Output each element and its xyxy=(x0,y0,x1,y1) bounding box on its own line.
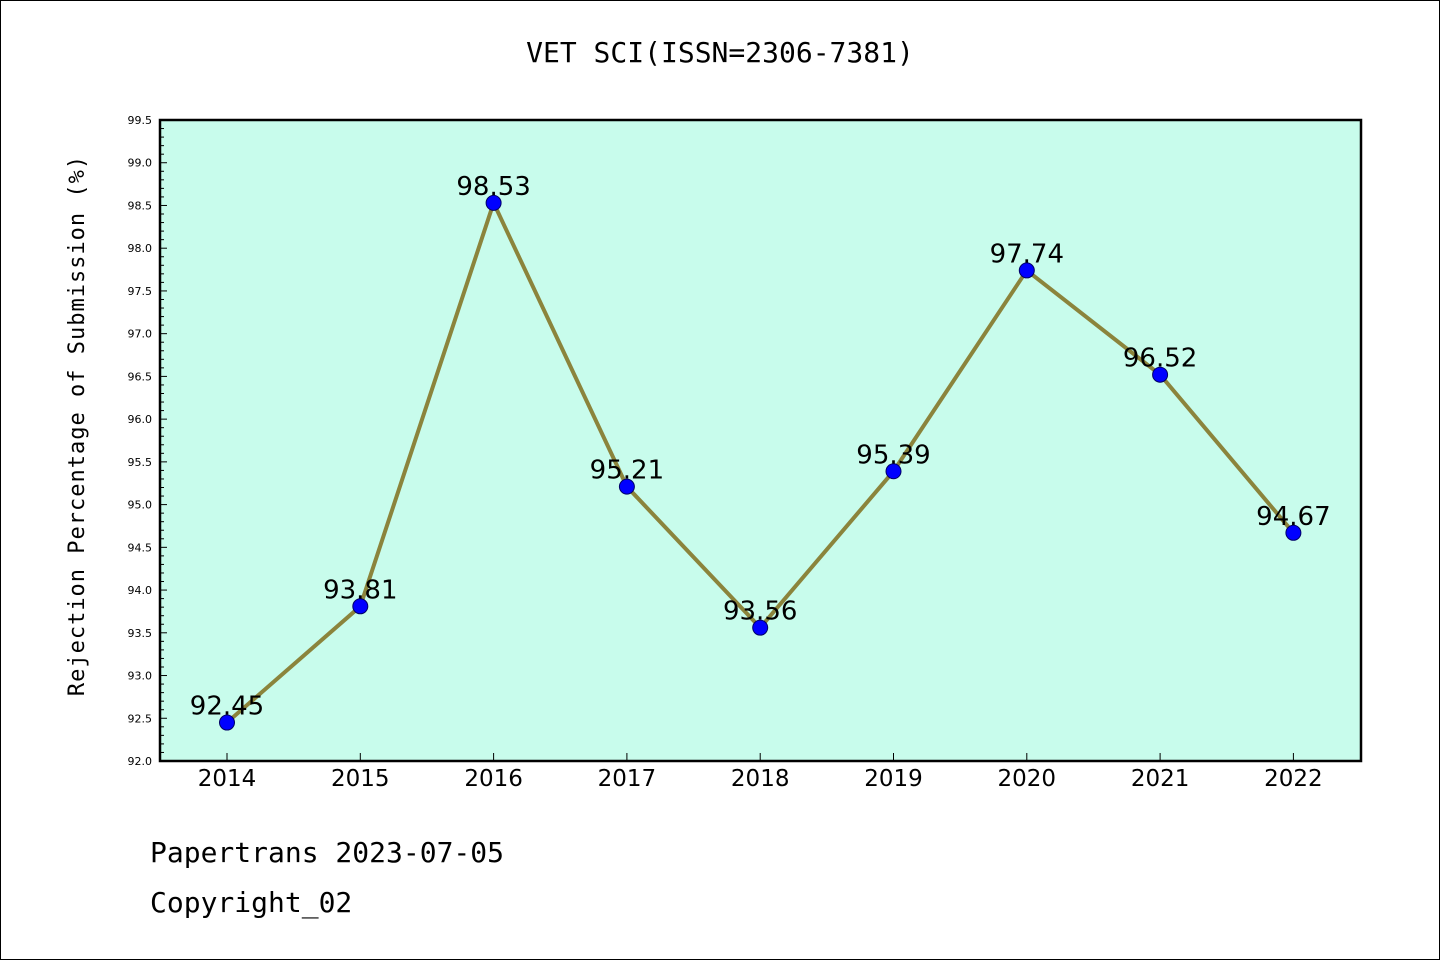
x-tick-label: 2021 xyxy=(1131,766,1190,792)
x-tick-label: 2014 xyxy=(198,766,257,792)
data-point-marker xyxy=(1152,366,1169,383)
footer-date: Papertrans 2023-07-05 xyxy=(150,836,505,869)
y-tick-label: 93.5 xyxy=(128,627,153,640)
plot-frame xyxy=(158,118,1363,763)
data-point-marker xyxy=(219,714,235,731)
data-point-marker xyxy=(1018,262,1035,279)
y-tick-label: 96.0 xyxy=(128,413,153,426)
data-point-marker xyxy=(618,478,635,495)
data-label: 94.67 xyxy=(1256,502,1330,532)
data-point-marker xyxy=(1285,524,1302,541)
y-tick-label: 97.0 xyxy=(128,328,153,341)
y-tick-label: 96.5 xyxy=(128,370,153,383)
footer-copyright: Copyright_02 xyxy=(150,886,353,919)
x-tick-label: 2015 xyxy=(331,766,390,792)
data-label: 95.39 xyxy=(856,440,930,470)
y-tick-label: 93.0 xyxy=(128,670,153,683)
x-tick-label: 2018 xyxy=(731,766,790,792)
y-tick-label: 92.0 xyxy=(128,755,153,768)
plot-area xyxy=(160,120,1361,761)
x-tick-label: 2020 xyxy=(998,766,1057,792)
data-label: 95.21 xyxy=(590,456,664,486)
x-tick-label: 2022 xyxy=(1264,766,1323,792)
data-label: 96.52 xyxy=(1123,344,1197,374)
y-tick-label: 94.0 xyxy=(128,584,153,597)
data-point-marker xyxy=(885,463,902,480)
data-label: 97.74 xyxy=(990,239,1064,269)
data-label: 93.56 xyxy=(723,597,797,627)
y-tick-label: 99.5 xyxy=(128,114,153,127)
y-tick-label: 95.5 xyxy=(128,456,153,469)
y-tick-label: 92.5 xyxy=(128,712,153,725)
y-tick-label: 99.0 xyxy=(128,157,153,170)
data-label: 93.81 xyxy=(323,575,397,605)
data-point-marker xyxy=(752,619,769,636)
y-tick-label: 97.5 xyxy=(128,285,153,298)
x-tick-label: 2019 xyxy=(864,766,923,792)
y-tick-label: 94.5 xyxy=(128,541,153,554)
y-tick-label: 98.5 xyxy=(128,199,153,212)
data-label: 98.53 xyxy=(456,172,530,202)
chart-title: VET SCI(ISSN=2306-7381) xyxy=(526,36,914,69)
y-axis-label: Rejection Percentage of Submission (%) xyxy=(65,155,90,696)
data-point-marker xyxy=(352,598,369,615)
x-tick-label: 2017 xyxy=(598,766,657,792)
y-tick-label: 98.0 xyxy=(128,242,153,255)
x-tick-label: 2016 xyxy=(464,766,523,792)
data-point-marker xyxy=(485,194,502,211)
data-label: 92.45 xyxy=(190,692,264,722)
y-tick-label: 95.0 xyxy=(128,499,153,512)
